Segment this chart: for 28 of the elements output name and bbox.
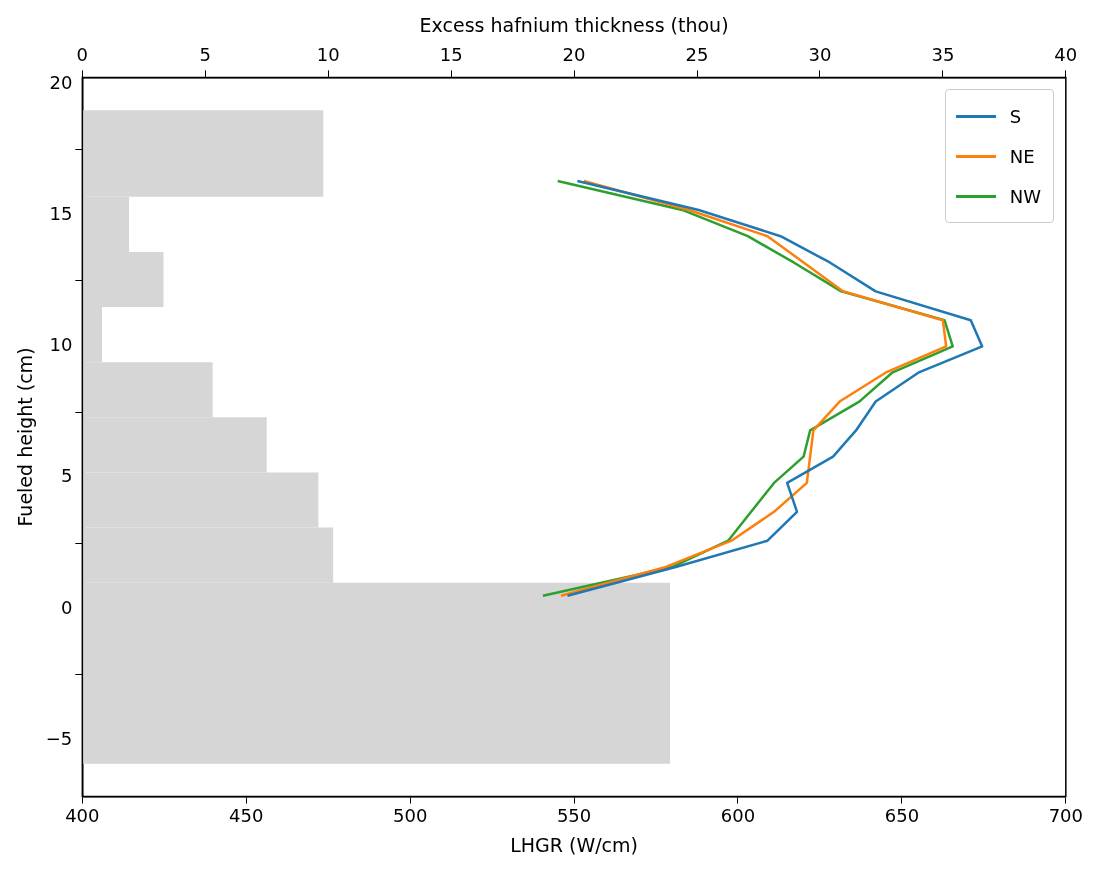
x-tick-label: 450 [229, 805, 264, 827]
x-axis-title: LHGR (W/cm) [510, 833, 638, 856]
x-tick-label: 550 [556, 805, 592, 827]
x2-tick-label: 30 [808, 44, 832, 66]
x-tick-label: 650 [884, 805, 920, 827]
legend-label: S [1009, 105, 1022, 127]
x2-tick-label: 10 [316, 44, 340, 66]
legend-label: NE [1009, 145, 1035, 167]
x2-tick-label: 35 [931, 44, 955, 66]
y-tick-label: −5 [45, 727, 73, 749]
x2-tick-label: 5 [199, 44, 211, 66]
x2-tick-label: 25 [685, 44, 709, 66]
x-tick-label: 700 [1048, 805, 1083, 827]
x2-tick-label: 15 [439, 44, 463, 66]
x-tick-label: 400 [65, 805, 100, 827]
y-tick-label: 0 [60, 596, 73, 618]
y-tick-label: 20 [49, 71, 73, 93]
y-tick-label: 15 [49, 202, 73, 224]
x2-axis-title: Excess hafnium thickness (thou) [419, 14, 729, 37]
x2-tick-label: 0 [76, 44, 89, 66]
y-axis-title: Fueled height (cm) [14, 347, 37, 527]
y-tick-label: 5 [60, 465, 73, 487]
x-tick-label: 500 [392, 805, 428, 827]
y-tick-label: 10 [49, 334, 73, 356]
x-tick-label: 600 [720, 805, 756, 827]
legend-label: NW [1009, 185, 1042, 207]
x2-tick-label: 20 [562, 44, 586, 66]
x2-tick-label: 40 [1054, 44, 1078, 66]
